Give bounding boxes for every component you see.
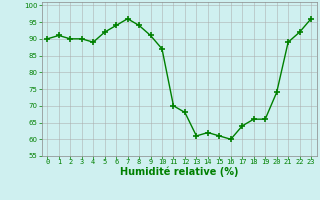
X-axis label: Humidité relative (%): Humidité relative (%) (120, 167, 238, 177)
